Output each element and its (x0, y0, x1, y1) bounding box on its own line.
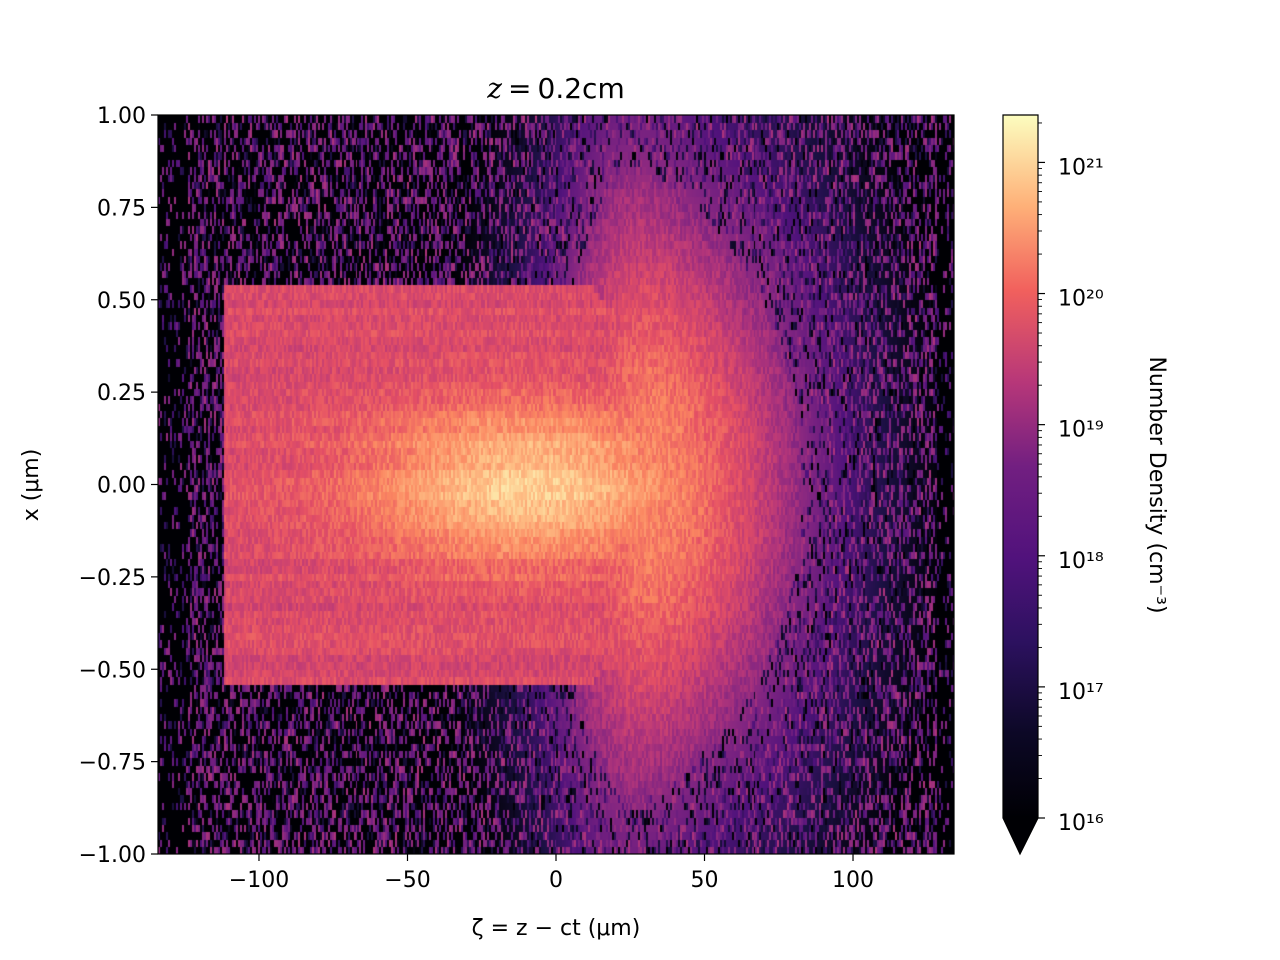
colorbar-label: Number Density (cm⁻³) (1144, 356, 1169, 613)
x-tick-label: −50 (384, 868, 430, 893)
y-tick-label: −0.75 (79, 751, 146, 776)
x-tick-label: 100 (832, 868, 874, 893)
y-tick-label: −1.00 (79, 843, 146, 868)
heatmap-region (158, 115, 954, 854)
colorbar-tick-label: 10¹⁹ (1058, 418, 1104, 443)
colorbar-tick-label: 10²⁰ (1058, 287, 1104, 312)
colorbar-tick-label: 10¹⁷ (1058, 680, 1104, 705)
y-tick-label: 0.75 (97, 196, 146, 221)
y-axis-label: x (μm) (19, 449, 44, 522)
y-tick-label: 0.00 (97, 474, 146, 499)
y-tick-label: −0.25 (79, 566, 146, 591)
colorbar-tick-label: 10¹⁶ (1058, 811, 1104, 836)
x-axis-ticks: −100 −50 0 50 100 (229, 854, 874, 893)
colorbar-tick-label: 10¹⁸ (1058, 549, 1104, 574)
y-axis-ticks: 1.00 0.75 0.50 0.25 0.00 −0.25 −0.50 −0.75 −1.00 (79, 104, 158, 868)
x-tick-label: 50 (691, 868, 719, 893)
y-tick-label: −0.50 (79, 658, 146, 683)
title-prefix: z (486, 72, 502, 105)
y-tick-label: 1.00 (97, 104, 146, 129)
x-axis-label: ζ = z − ct (μm) (472, 916, 641, 941)
x-tick-label: 0 (549, 868, 563, 893)
y-tick-label: 0.50 (97, 289, 146, 314)
title-value: 0.2cm (538, 72, 625, 105)
colorbar-ticks: 10¹⁶ 10¹⁷ 10¹⁸ 10¹⁹ 10²⁰ 10²¹ (1038, 122, 1104, 836)
colorbar-gradient (1003, 115, 1038, 818)
x-tick-label: −100 (229, 868, 289, 893)
heatmap-image (158, 115, 954, 854)
colorbar-extend-min-triangle (1003, 818, 1038, 854)
colorbar-tick-label: 10²¹ (1058, 155, 1104, 180)
y-tick-label: 0.25 (97, 381, 146, 406)
chart-title: z = 0.2cm (486, 72, 624, 105)
colorbar-frame (1002, 114, 1039, 856)
